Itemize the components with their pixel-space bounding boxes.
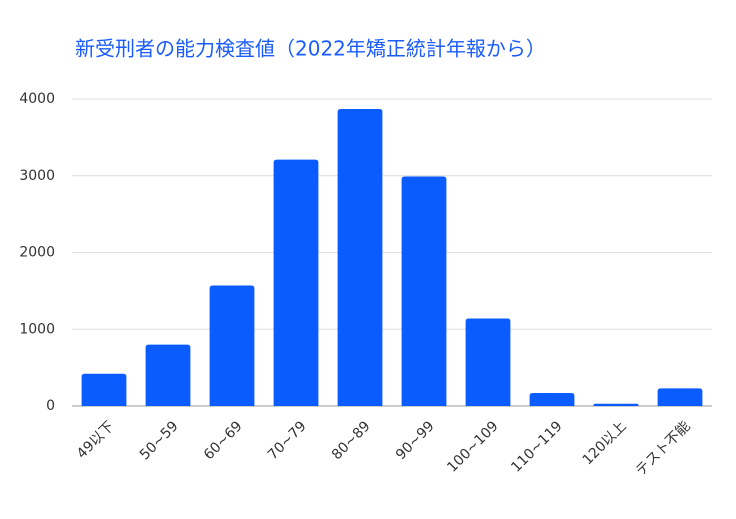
chart-title: 新受刑者の能力検査値（2022年矯正統計年報から） — [75, 37, 546, 61]
x-tick-label: 60~69 — [201, 418, 246, 463]
y-tick-label: 2000 — [19, 245, 55, 261]
y-tick-label: 4000 — [19, 91, 55, 107]
bar — [529, 392, 575, 406]
x-tick-label: 100~109 — [444, 418, 501, 475]
x-tick-label: 49以下 — [74, 418, 118, 462]
x-tick-label: テスト不能 — [633, 418, 694, 479]
x-tick-label: 90~99 — [393, 418, 438, 463]
x-tick-label: 110~119 — [508, 418, 565, 475]
x-tick-label: 70~79 — [265, 418, 310, 463]
bar — [337, 108, 383, 406]
x-tick-label: 120以上 — [580, 418, 630, 468]
x-tick-label: 50~59 — [137, 418, 182, 463]
bar — [465, 318, 511, 406]
x-tick-label: 80~89 — [329, 418, 374, 463]
y-tick-label: 0 — [46, 398, 55, 414]
y-tick-label: 1000 — [19, 321, 55, 337]
bar — [145, 344, 191, 406]
bar — [209, 285, 255, 406]
bar — [593, 403, 639, 406]
bar — [401, 176, 447, 406]
y-tick-label: 3000 — [19, 168, 55, 184]
bar — [657, 388, 703, 406]
bar — [273, 159, 319, 406]
bar — [81, 373, 127, 406]
